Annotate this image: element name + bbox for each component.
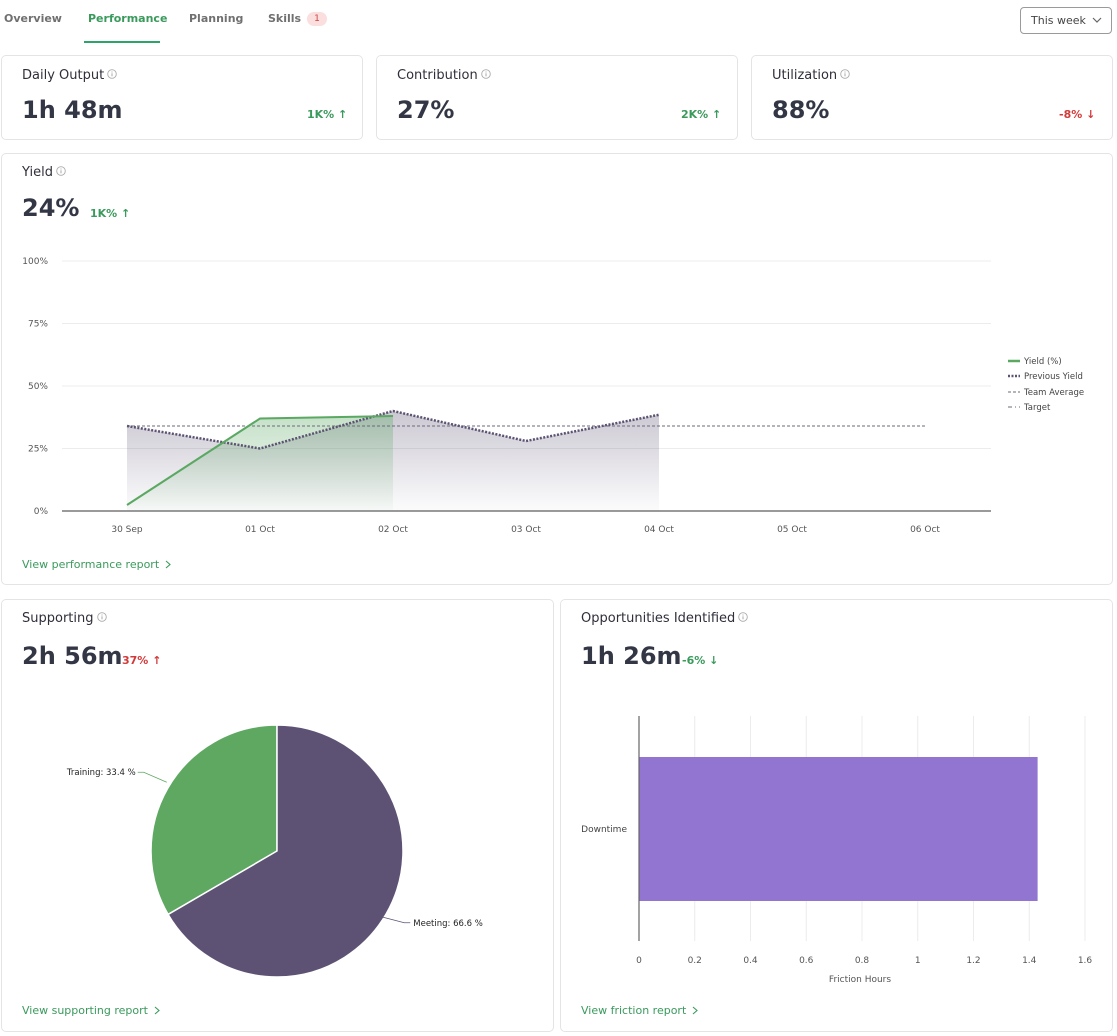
- supporting-title-text: Supporting: [22, 611, 94, 626]
- y-tick-label: 50%: [28, 382, 48, 392]
- friction-bar-chart: 0 0.2 0.4 0.6 0.8 1 1.2 1.4 1.6 Downtime Friction …: [581, 716, 1093, 985]
- pie-slice-meeting: [167, 724, 404, 978]
- y-tick-label: 25%: [28, 445, 48, 455]
- x-tick-label: 0: [636, 956, 642, 966]
- legend-label: Target: [1023, 403, 1051, 413]
- kpi-card-daily-output: Daily Output 1h 48m 1K% ↑: [1, 55, 363, 140]
- y-tick-label: 0%: [34, 507, 49, 517]
- kpi-value: 27%: [397, 96, 455, 124]
- x-tick-label: 1: [915, 956, 921, 966]
- kpi-delta: -8% ↓: [1059, 108, 1096, 121]
- pie-label: Meeting: 66.6 %: [413, 919, 483, 929]
- period-select-value: This week: [1031, 14, 1086, 27]
- kpi-title: Utilization: [772, 68, 850, 83]
- skills-count-badge: 1: [307, 12, 327, 26]
- opportunities-title: Opportunities Identified: [581, 611, 749, 626]
- tab-overview[interactable]: Overview: [4, 12, 62, 25]
- pie-label-leader: [137, 771, 167, 783]
- info-icon[interactable]: [96, 612, 107, 622]
- kpi-title-text: Daily Output: [22, 68, 105, 83]
- pie-label: Training: 33.4 %: [66, 768, 136, 778]
- yield-value: 24%: [22, 194, 80, 222]
- yield-title: Yield: [22, 165, 66, 180]
- info-icon[interactable]: [480, 69, 491, 79]
- opportunities-delta: -6% ↓: [682, 654, 719, 667]
- info-icon[interactable]: [840, 69, 850, 79]
- info-icon[interactable]: [738, 612, 749, 622]
- legend-label: Previous Yield: [1024, 372, 1083, 382]
- arrow-down-icon: ↓: [1086, 108, 1096, 121]
- tab-bar: Overview Performance Planning Skills 1 Th…: [0, 0, 1117, 44]
- kpi-title: Contribution: [397, 68, 491, 83]
- kpi-value: 88%: [772, 96, 830, 124]
- kpi-title-text: Contribution: [397, 68, 478, 83]
- supporting-pie-chart: Training: 33.4 % Meeting: 66.6 %: [66, 724, 483, 978]
- info-icon[interactable]: [56, 166, 66, 176]
- info-icon[interactable]: [107, 69, 117, 79]
- bar-downtime: [639, 757, 1038, 901]
- x-tick-label: 1.4: [1022, 956, 1037, 966]
- supporting-title: Supporting: [22, 611, 107, 626]
- pie-slice-training: [150, 724, 278, 916]
- x-tick-label: 0.8: [855, 956, 870, 966]
- arrow-up-icon: ↑: [712, 108, 722, 121]
- previous-yield-line: [126, 409, 660, 450]
- opportunities-title-text: Opportunities Identified: [581, 611, 736, 626]
- chevron-right-icon: [692, 1006, 699, 1015]
- supporting-delta: 37% ↑: [122, 654, 162, 667]
- arrow-up-icon: ↑: [152, 654, 162, 667]
- kpi-title-text: Utilization: [772, 68, 838, 83]
- y-tick-label: 75%: [28, 320, 48, 330]
- x-tick-label: 1.6: [1078, 956, 1093, 966]
- yield-card: Yield 24% 1K% ↑ View performance report: [1, 153, 1113, 585]
- period-select[interactable]: This week: [1020, 7, 1112, 34]
- arrow-down-icon: ↓: [709, 654, 719, 667]
- view-friction-report-link[interactable]: View friction report: [581, 1004, 699, 1017]
- x-tick-label: 0.4: [743, 956, 758, 966]
- yield-chart: 0% 25% 50% 75% 100% 30 Sep 01 Oct 02 Oct 03 Oct…: [22, 257, 1084, 535]
- yield-delta: 1K% ↑: [90, 207, 131, 220]
- yield-area: [127, 416, 393, 511]
- x-tick-label: 0.2: [688, 956, 702, 966]
- x-tick-label: 02 Oct: [378, 525, 408, 535]
- chevron-down-icon: [1092, 17, 1102, 23]
- active-tab-indicator: [84, 41, 160, 43]
- y-category-label: Downtime: [581, 825, 627, 835]
- kpi-title: Daily Output: [22, 68, 117, 83]
- kpi-value: 1h 48m: [22, 96, 123, 124]
- x-tick-label: 05 Oct: [777, 525, 807, 535]
- view-performance-report-link[interactable]: View performance report: [22, 558, 172, 571]
- tab-skills-label: Skills: [268, 12, 302, 25]
- yield-title-text: Yield: [22, 165, 53, 180]
- x-tick-label: 03 Oct: [511, 525, 541, 535]
- x-tick-label: 06 Oct: [910, 525, 940, 535]
- x-axis-title: Friction Hours: [829, 975, 891, 985]
- tab-performance[interactable]: Performance: [88, 12, 168, 25]
- x-tick-label: 1.2: [966, 956, 980, 966]
- tab-skills[interactable]: Skills 1: [268, 12, 327, 26]
- chevron-right-icon: [154, 1006, 160, 1015]
- kpi-card-utilization: Utilization 88% -8% ↓: [751, 55, 1113, 140]
- supporting-value: 2h 56m: [22, 642, 123, 670]
- arrow-up-icon: ↑: [121, 207, 131, 220]
- chevron-right-icon: [165, 560, 171, 569]
- kpi-card-contribution: Contribution 27% 2K% ↑: [376, 55, 738, 140]
- view-supporting-report-link[interactable]: View supporting report: [22, 1004, 161, 1017]
- y-tick-label: 100%: [22, 257, 48, 267]
- kpi-delta: 2K% ↑: [681, 108, 722, 121]
- x-tick-label: 01 Oct: [245, 525, 275, 535]
- x-tick-label: 0.6: [799, 956, 814, 966]
- x-tick-label: 04 Oct: [644, 525, 674, 535]
- yield-line: [126, 415, 394, 506]
- arrow-up-icon: ↑: [338, 108, 348, 121]
- tab-planning[interactable]: Planning: [189, 12, 244, 25]
- kpi-delta: 1K% ↑: [307, 108, 348, 121]
- legend-label: Team Average: [1023, 388, 1084, 398]
- pie-label-leader: [381, 916, 411, 924]
- legend-label: Yield (%): [1023, 357, 1062, 367]
- opportunities-value: 1h 26m: [581, 642, 682, 670]
- x-tick-label: 30 Sep: [111, 525, 143, 535]
